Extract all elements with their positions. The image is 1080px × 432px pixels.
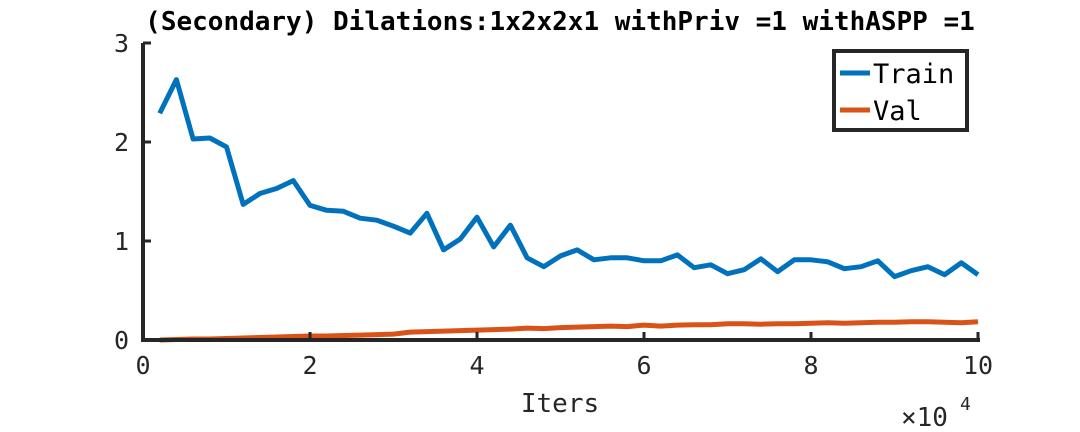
- legend-box: [832, 49, 969, 132]
- series-line-train: [157, 77, 980, 280]
- legend-label-val: Val: [873, 96, 922, 127]
- x-tick-label: 8: [803, 351, 818, 380]
- y-tick-label: 3: [114, 29, 129, 58]
- series-layer: [157, 77, 980, 343]
- legend-entries: Train Val: [840, 59, 954, 127]
- x-axis-label: Iters: [521, 389, 599, 419]
- x-exponent-base: ×10: [901, 403, 948, 432]
- y-tick-label: 1: [114, 227, 129, 256]
- legend-label-train: Train: [873, 59, 954, 90]
- x-tick-label: 10: [963, 351, 993, 380]
- x-tick-label: 4: [469, 351, 484, 380]
- y-tick-label: 2: [114, 128, 129, 157]
- x-tick-label: 0: [135, 351, 150, 380]
- axes-layer: [141, 43, 980, 342]
- x-exponent-label: ×10 4: [901, 394, 971, 432]
- ticks-layer: 0 2 4 6 8 10 0 1 2 3: [114, 29, 993, 380]
- x-exponent-power: 4: [960, 394, 971, 415]
- chart-title: (Secondary) Dilations:1x2x2x1 withPriv =…: [145, 7, 975, 37]
- x-tick-label: 6: [636, 351, 651, 380]
- y-tick-label: 0: [114, 326, 129, 355]
- series-line-val: [159, 319, 979, 343]
- x-tick-label: 2: [302, 351, 317, 380]
- legend: Train Val: [832, 49, 969, 132]
